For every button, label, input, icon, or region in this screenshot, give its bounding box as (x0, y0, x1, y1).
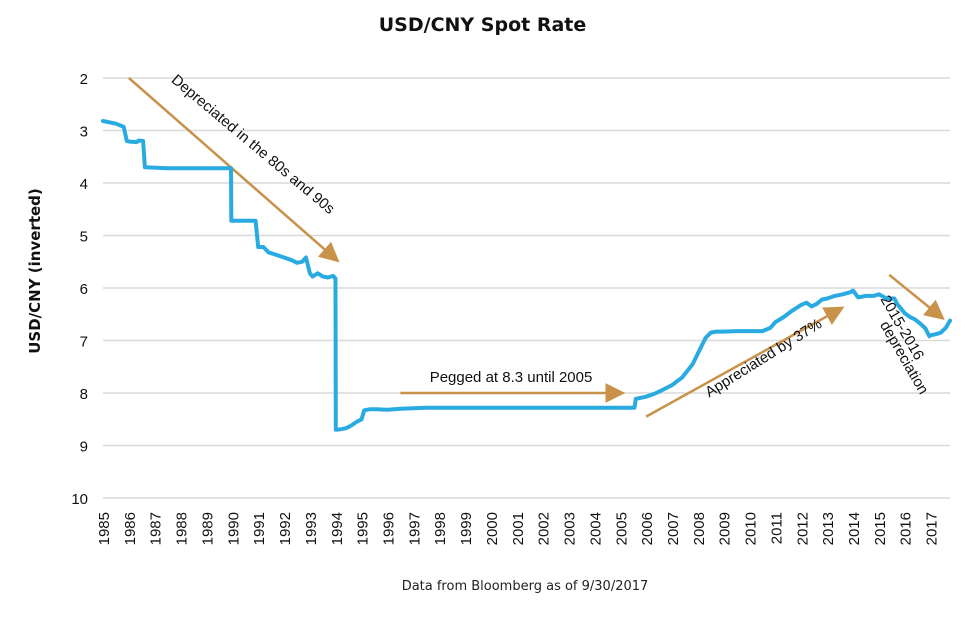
x-tick-label: 2009 (717, 512, 734, 545)
x-tick-label: 1997 (406, 512, 423, 545)
annotation-arrow (888, 273, 945, 321)
x-tick-label: 2013 (820, 512, 837, 545)
x-tick-label: 2010 (743, 512, 760, 545)
y-tick-label: 6 (80, 281, 88, 298)
x-tick-label: 2012 (794, 512, 811, 545)
y-tick-label: 5 (80, 229, 88, 246)
x-tick-label: 2014 (846, 512, 863, 545)
x-tick-label: 2016 (898, 512, 915, 545)
y-tick-labels: 2 3 4 5 6 7 8 9 10 (71, 71, 88, 508)
x-tick-label: 2007 (665, 512, 682, 545)
source-note: Data from Bloomberg as of 9/30/2017 (401, 579, 649, 594)
y-tick-label: 10 (71, 491, 88, 508)
gridlines (103, 77, 950, 499)
annotation-label: Appreciated by 37% (702, 315, 825, 401)
x-tick-label: 2004 (587, 512, 604, 545)
x-tick-label: 1992 (277, 512, 294, 545)
y-tick-label: 4 (80, 176, 88, 193)
y-tick-label: 8 (80, 386, 88, 403)
x-tick-label: 1994 (329, 512, 346, 545)
y-tick-label: 9 (80, 439, 88, 456)
x-tick-label: 1995 (355, 512, 372, 545)
x-tick-label: 1998 (432, 512, 449, 545)
annotation-arrows (128, 77, 945, 418)
x-tick-label: 2000 (484, 512, 501, 545)
x-tick-label: 2006 (639, 512, 656, 545)
x-tick-label: 1985 (96, 512, 113, 545)
chart-title: USD/CNY Spot Rate (378, 14, 587, 36)
x-tick-label: 2002 (536, 512, 553, 545)
x-tick-label: 1987 (148, 512, 165, 545)
x-tick-label: 2005 (613, 512, 630, 545)
y-tick-label: 3 (80, 124, 88, 141)
x-tick-label: 2011 (768, 512, 785, 544)
x-tick-label: 1993 (303, 512, 320, 545)
x-tick-label: 1999 (458, 512, 475, 545)
y-axis-label: USD/CNY (inverted) (26, 188, 44, 354)
x-tick-labels: 1985 1986 1987 1988 1989 1990 1991 1992 1993 1994… (96, 512, 941, 545)
annotation-label: Pegged at 8.3 until 2005 (430, 369, 593, 386)
series-layer (101, 119, 952, 432)
x-tick-label: 2017 (924, 512, 941, 545)
x-tick-label: 2008 (691, 512, 708, 545)
x-tick-label: 1996 (380, 512, 397, 545)
x-tick-label: 2001 (510, 512, 527, 545)
x-tick-label: 1986 (122, 512, 139, 545)
x-tick-label: 2003 (562, 512, 579, 545)
x-tick-label: 1988 (174, 512, 191, 545)
series-line (101, 119, 952, 432)
x-tick-label: 1989 (199, 512, 216, 545)
x-tick-label: 1990 (225, 512, 242, 545)
y-tick-label: 7 (80, 334, 88, 351)
x-tick-label: 2015 (872, 512, 889, 545)
annotation-arrow (645, 306, 845, 418)
x-tick-label: 1991 (251, 512, 268, 545)
y-tick-label: 2 (80, 71, 88, 88)
annotation-label: Depreciated in the 80s and 90s (168, 71, 338, 218)
